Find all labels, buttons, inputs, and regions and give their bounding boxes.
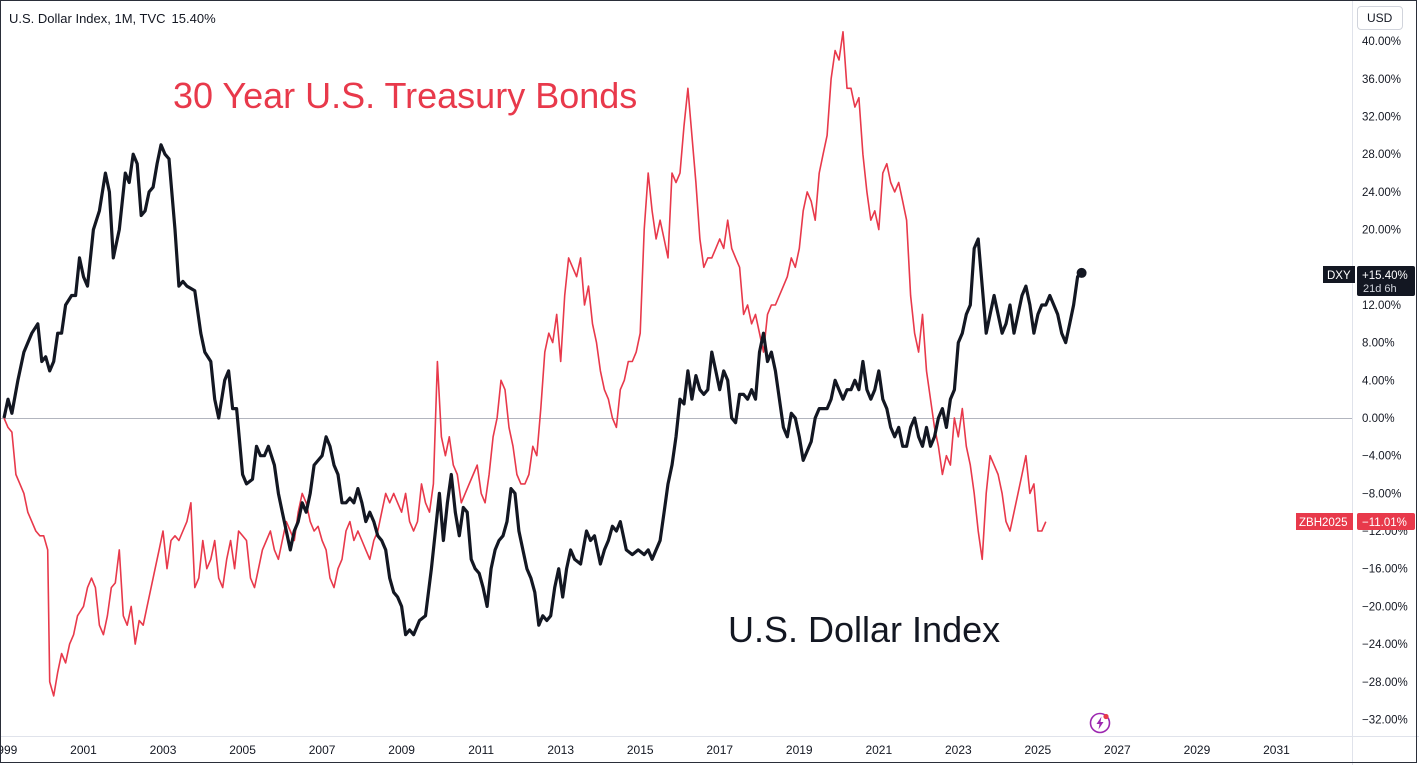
bonds-badge-symbol: ZBH2025 (1299, 517, 1348, 529)
series-last-point-dxy (1076, 267, 1087, 278)
y-tick-label: 36.00% (1362, 74, 1401, 86)
y-tick-label: 4.00% (1362, 375, 1395, 387)
dxy-badge-value: +15.40% (1362, 270, 1408, 282)
x-tick-label: 2031 (1263, 743, 1290, 757)
lightning-icon[interactable] (1089, 712, 1111, 734)
y-tick-label: −20.00% (1362, 601, 1408, 613)
x-tick-label: 2013 (547, 743, 574, 757)
x-tick-label: 2015 (627, 743, 654, 757)
x-tick-label: 2019 (786, 743, 813, 757)
y-tick-label: 32.00% (1362, 112, 1401, 124)
x-tick-label: 2001 (70, 743, 97, 757)
y-tick-label: −8.00% (1362, 488, 1401, 500)
y-tick-label: 28.00% (1362, 149, 1401, 161)
x-tick-label: 2021 (865, 743, 892, 757)
x-tick-label: 2003 (150, 743, 177, 757)
x-tick-label: 1999 (0, 743, 18, 757)
dxy-annotation: U.S. Dollar Index (728, 609, 1000, 650)
legend-header[interactable]: U.S. Dollar Index, 1M, TVC 15.40% (9, 11, 216, 26)
y-tick-label: −24.00% (1362, 639, 1408, 651)
x-tick-label: 2005 (229, 743, 256, 757)
x-tick-label: 2027 (1104, 743, 1131, 757)
y-tick-label: 12.00% (1362, 300, 1401, 312)
x-tick-label: 2011 (468, 743, 494, 757)
y-tick-label: −16.00% (1362, 564, 1408, 576)
dxy-badge-symbol: DXY (1327, 270, 1351, 282)
currency-button[interactable]: USD (1357, 6, 1403, 30)
y-tick-label: −28.00% (1362, 677, 1408, 689)
dxy-price-badge: DXY +15.40% 21d 6h (1323, 266, 1415, 296)
series-line-bonds (3, 30, 1047, 697)
y-tick-label: 24.00% (1362, 187, 1401, 199)
y-tick-label: 8.00% (1362, 338, 1395, 350)
x-tick-label: 2029 (1184, 743, 1211, 757)
x-tick-label: 2007 (309, 743, 336, 757)
bonds-annotation: 30 Year U.S. Treasury Bonds (173, 75, 637, 116)
bonds-price-badge: ZBH2025 −11.01% (1296, 513, 1415, 530)
dxy-badge-countdown: 21d 6h (1363, 283, 1397, 295)
x-tick-label: 2025 (1025, 743, 1052, 757)
symbol-title[interactable]: U.S. Dollar Index, 1M, TVC (9, 11, 166, 26)
x-tick-label: 2023 (945, 743, 972, 757)
bonds-badge-value: −11.01% (1362, 517, 1407, 529)
x-tick-label: 2017 (706, 743, 733, 757)
y-tick-label: 40.00% (1362, 36, 1401, 48)
price-axis: 40.00% 36.00% 32.00% 28.00% 24.00% 20.00% 12.0… (1362, 36, 1408, 726)
y-tick-label: 0.00% (1362, 413, 1395, 425)
series-line-dxy (2, 143, 1083, 637)
time-axis: 1999 2001 2003 2005 2007 2009 2011 2013 2015 2017… (0, 743, 1290, 757)
y-tick-label: −4.00% (1362, 451, 1401, 463)
x-tick-label: 2009 (388, 743, 415, 757)
y-tick-label: 20.00% (1362, 225, 1401, 237)
y-tick-label: −32.00% (1362, 714, 1408, 726)
legend-value: 15.40% (171, 11, 216, 26)
